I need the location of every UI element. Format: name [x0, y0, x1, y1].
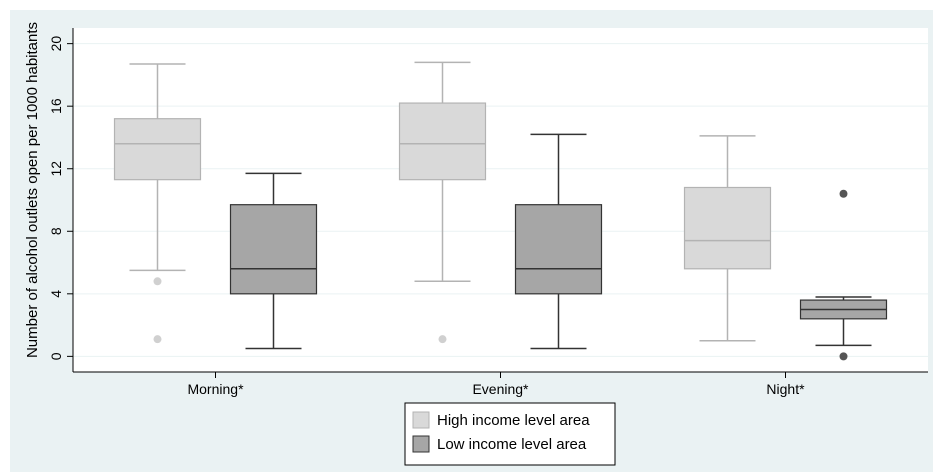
outlier-point: [839, 352, 848, 361]
outlier-point: [438, 335, 447, 344]
x-tick-label: Morning*: [187, 381, 244, 397]
x-tick-label: Evening*: [472, 381, 529, 397]
y-tick-label: 20: [48, 36, 64, 52]
y-tick-label: 16: [48, 98, 64, 114]
plot-background: [73, 28, 928, 372]
box: [229, 204, 318, 295]
legend-label: High income level area: [437, 412, 590, 429]
y-tick-label: 8: [48, 227, 64, 235]
chart-area: 0 4 8 12 16 20 Number of alcohol outlets open …: [10, 10, 933, 472]
x-tick-label: Night*: [766, 381, 805, 397]
y-axis-title: Number of alcohol outlets open per 1000 …: [24, 22, 41, 358]
y-tick-label: 12: [48, 161, 64, 177]
y-tick-label: 4: [48, 290, 64, 298]
outlier-point: [153, 277, 162, 286]
outlier-point: [153, 335, 162, 344]
box: [514, 204, 603, 295]
y-tick-label: 0: [48, 352, 64, 360]
legend-box: [404, 402, 616, 466]
box: [683, 186, 772, 270]
box: [113, 118, 202, 181]
legend-swatch: [412, 411, 430, 429]
legend-label: Low income level area: [437, 436, 587, 453]
outlier-point: [839, 189, 848, 198]
box: [398, 102, 487, 181]
legend-swatch: [412, 435, 430, 453]
box-plot-chart: 0 4 8 12 16 20 Number of alcohol outlets open …: [24, 22, 928, 466]
